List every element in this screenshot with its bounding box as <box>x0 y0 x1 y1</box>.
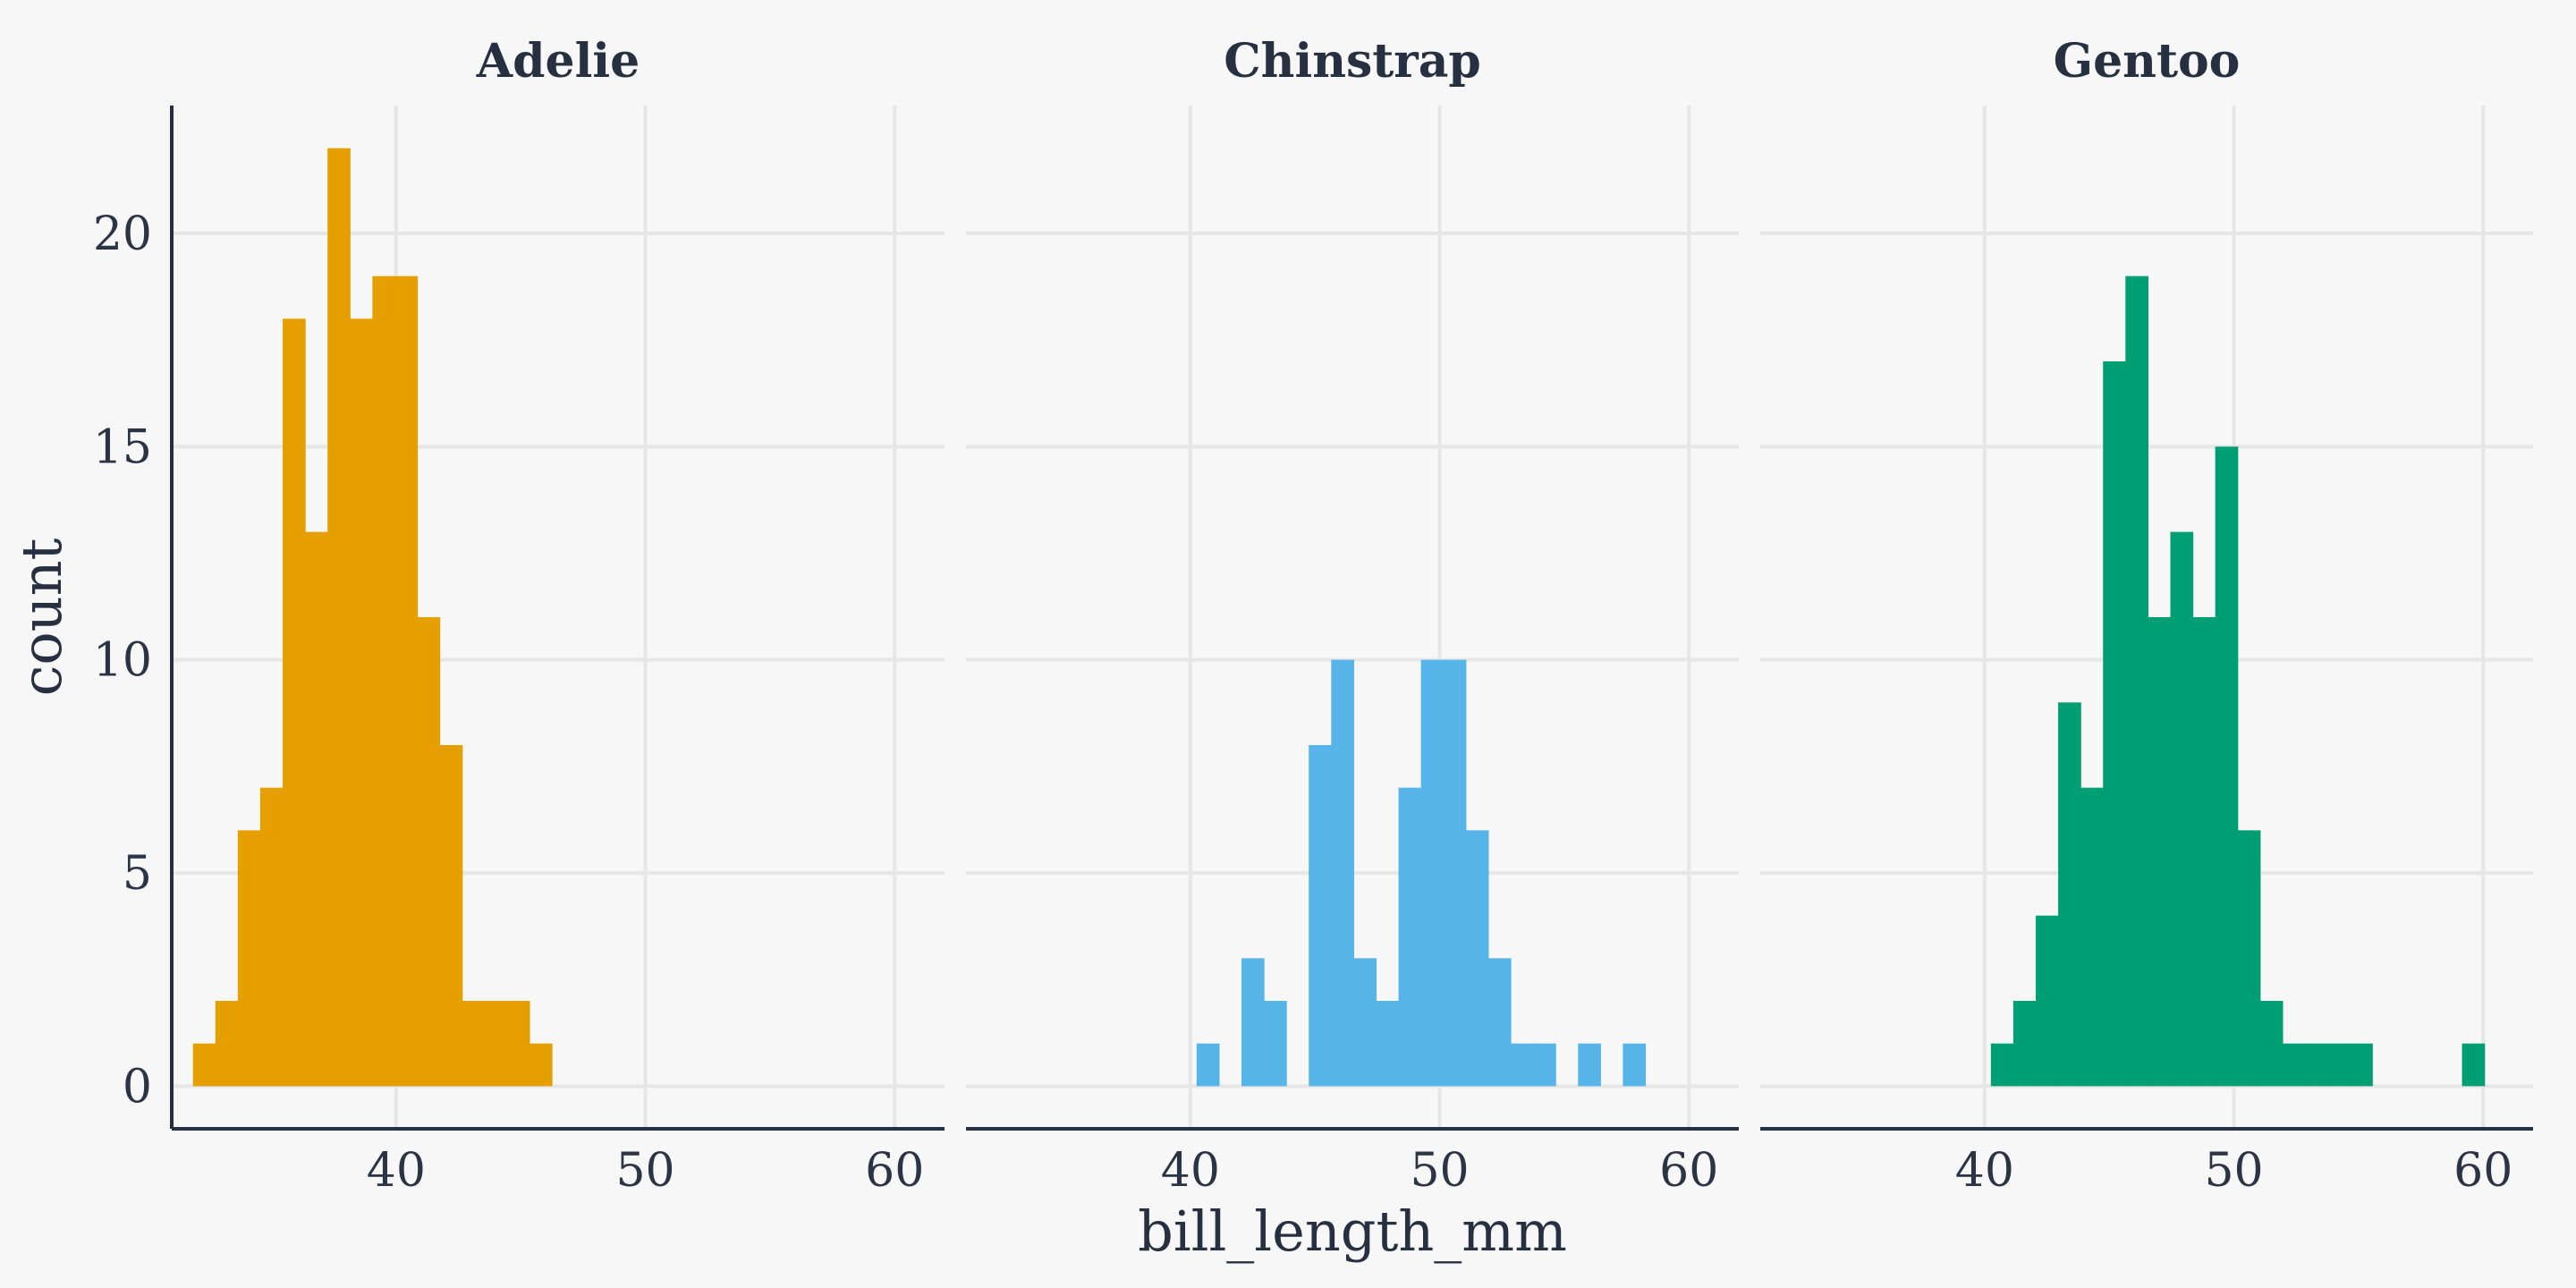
histogram-bar <box>2058 702 2081 1087</box>
histogram-bar <box>2327 1043 2351 1087</box>
facet-title: Gentoo <box>2054 34 2241 89</box>
histogram-bar <box>1623 1043 1647 1087</box>
x-axis-title: bill_length_mm <box>1138 1199 1567 1264</box>
histogram-bar <box>1990 1043 2014 1087</box>
x-tick-label: 60 <box>865 1144 924 1198</box>
histogram-bar <box>2148 617 2172 1087</box>
histogram-bar <box>2462 1043 2486 1087</box>
histogram-bar <box>2035 915 2059 1087</box>
histogram-bar <box>1578 1043 1601 1087</box>
y-tick-label: 20 <box>93 208 152 261</box>
histogram-bar <box>1465 830 1489 1087</box>
x-tick-label: 60 <box>1659 1144 1718 1198</box>
x-tick-label: 50 <box>615 1144 674 1198</box>
histogram-bar <box>462 1001 486 1087</box>
histogram-bar <box>529 1043 553 1087</box>
histogram-bar <box>1376 1001 1400 1087</box>
histogram-bar <box>1420 659 1445 1087</box>
histogram-bar <box>439 745 463 1087</box>
histogram-bar <box>1241 958 1265 1087</box>
y-tick-label: 0 <box>123 1060 152 1114</box>
histogram-bar <box>2170 531 2194 1087</box>
facet-panels: 40 50 60 Adelie 0 5 10 15 20 40 50 60 Chinstrap 40 50 6… <box>93 34 2533 1198</box>
histogram-bar <box>1533 1043 1556 1087</box>
x-tick-label: 50 <box>1410 1144 1469 1198</box>
facet-title: Adelie <box>476 34 640 89</box>
histogram-bar <box>215 1001 239 1087</box>
histogram-bar <box>1196 1043 1220 1087</box>
histogram-bar <box>484 1001 508 1087</box>
histogram-bar <box>192 1043 216 1087</box>
histogram-bar <box>506 1001 530 1087</box>
histogram-bar <box>237 830 261 1087</box>
histogram-bar <box>1510 1043 1534 1087</box>
x-tick-label: 40 <box>1955 1144 2014 1198</box>
y-axis-title: count <box>9 538 74 697</box>
histogram-bar <box>2304 1043 2328 1087</box>
histogram-bar <box>2350 1043 2373 1087</box>
histogram-bar <box>394 275 419 1087</box>
histogram-bar <box>2282 1043 2306 1087</box>
histogram-bar <box>2125 275 2148 1087</box>
histogram-bar <box>2215 446 2239 1087</box>
histogram-bar <box>372 275 396 1087</box>
histogram-bar <box>1309 745 1332 1087</box>
histogram-bar <box>327 148 351 1087</box>
histogram-bar <box>1487 958 1512 1087</box>
histogram-bar <box>1443 659 1467 1087</box>
histogram-bar <box>2103 361 2126 1087</box>
x-tick-label: 40 <box>1161 1144 1220 1198</box>
histogram-bar <box>2080 787 2104 1087</box>
histogram-bar <box>2192 617 2216 1087</box>
y-tick-label: 5 <box>123 847 152 901</box>
histogram-bar <box>1264 1001 1287 1087</box>
facet-title: Chinstrap <box>1224 34 1481 89</box>
histogram-bar <box>2237 830 2261 1087</box>
x-tick-label: 60 <box>2453 1144 2512 1198</box>
histogram-bar <box>259 787 284 1087</box>
histogram-bar <box>1353 958 1377 1087</box>
x-tick-label: 50 <box>2204 1144 2263 1198</box>
histogram-bar <box>2012 1001 2037 1087</box>
histogram-bar <box>1331 659 1354 1087</box>
histogram-bar <box>305 531 328 1087</box>
y-tick-label: 10 <box>93 634 152 688</box>
histogram-bar <box>2259 1001 2284 1087</box>
facet-panel-chinstrap: 40 50 60 Chinstrap <box>966 34 1739 1198</box>
histogram-bar <box>350 318 373 1087</box>
x-tick-label: 40 <box>367 1144 426 1198</box>
histogram-bar <box>417 617 441 1087</box>
y-tick-label: 15 <box>93 420 152 474</box>
histogram-bar <box>283 318 306 1087</box>
facet-panel-adelie: 40 50 60 Adelie 0 5 10 15 20 <box>93 34 945 1198</box>
facet-panel-gentoo: 40 50 60 Gentoo <box>1760 34 2533 1198</box>
histogram-bar <box>1398 787 1422 1087</box>
